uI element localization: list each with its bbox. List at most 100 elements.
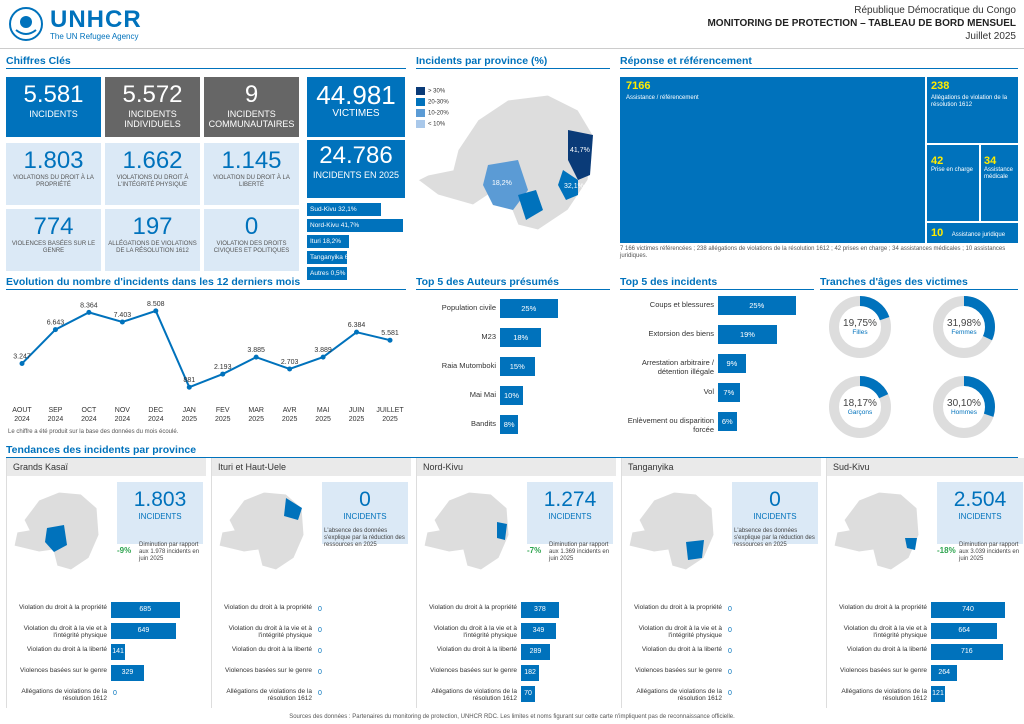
province-bar: 649 (111, 623, 176, 639)
province-zero: 0 (318, 690, 322, 697)
kpi-main-1: 5.572 INCIDENTS INDIVIDUELS (105, 77, 200, 137)
trend-point (19, 361, 25, 367)
incidents_top-bar: 6% (718, 412, 737, 431)
logo-sub: The UN Refugee Agency (50, 32, 139, 41)
tm-prise-charge: 42 Prise en charge (927, 145, 979, 221)
province-cat-label: Violation du droit à la vie et à l'intég… (23, 625, 107, 639)
auteurs-label: Mai Mai (469, 390, 496, 399)
province-cat-label: Violation du droit à la vie et à l'intég… (843, 625, 927, 639)
treemap: 7166 Assistance / référencement 238 Allé… (620, 77, 1018, 243)
kpi-incidents-2025: 24.786 INCIDENTS EN 2025 (307, 140, 405, 198)
tm-1612: 238 Allégations de violation de la résol… (927, 77, 1018, 143)
auteurs-bar: 25% (500, 299, 558, 318)
kpi-main-2: 9 INCIDENTS COMMUNAUTAIRES (204, 77, 299, 137)
trend-note: Le chiffre a été produit sur la base des… (8, 429, 179, 435)
age-pct: 19,75% (843, 318, 877, 329)
map-label: 41,7% (570, 147, 590, 154)
province-cat-label: Violation du droit à la propriété (633, 604, 722, 611)
province-zero: 0 (728, 606, 732, 613)
province-cat-label: Violation du droit à la vie et à l'intég… (228, 625, 312, 639)
map-label: 32,1% (564, 183, 584, 190)
province-card: Sud-Kivu 2.504 INCIDENTS -18% Diminution par… (826, 458, 1024, 708)
incidents_top-label: Enlèvement ou disparition forcée (627, 416, 714, 434)
province-bar: 685 (111, 602, 180, 618)
province-cat-label: Violences basées sur le genre (20, 667, 107, 674)
province-cat-label: Violences basées sur le genre (225, 667, 312, 674)
trend-point (387, 337, 393, 343)
kpi-section-title: Chiffres Clés (6, 55, 406, 69)
trend-value-label: 2.193 (214, 364, 232, 371)
incidents_top-label: Extorsion des biens (648, 329, 714, 338)
province-map (218, 491, 305, 571)
province-cat-label: Violation du droit à la vie et à l'intég… (638, 625, 722, 639)
trend-year-label: 2024 (81, 416, 97, 423)
auteurs-bar: 8% (500, 415, 519, 434)
unhcr-emblem-icon (9, 7, 43, 41)
age-pct: 30,10% (947, 398, 981, 409)
auteurs-label: Bandits (470, 419, 496, 428)
province-bar: 716 (931, 644, 1003, 660)
province-trend-text: Diminution par rapport aux 1.978 inciden… (139, 542, 200, 562)
province-cat-label: Violation du droit à la propriété (428, 604, 517, 611)
province-name: Ituri et Haut-Uele (212, 458, 411, 476)
province-bar: 121 (931, 686, 945, 702)
auteurs-label: Raia Mutomboki (441, 361, 496, 370)
province-trend: -18% (937, 546, 956, 555)
age-label: Garçons (847, 409, 873, 416)
kpi-row2-1: 1.662 VIOLATIONS DU DROIT À L'INTÉGRITÉ P… (105, 143, 200, 205)
province-name: Tanganyika (622, 458, 821, 476)
kpi-main-0: 5.581 INCIDENTS (6, 77, 101, 137)
map-legend-item: < 10% (416, 120, 476, 130)
province-trend-text: L'absence des données s'explique par la … (734, 528, 815, 548)
auteurs-bar: 15% (500, 357, 535, 376)
auteurs-bar: 18% (500, 328, 542, 347)
legend-swatch (416, 87, 425, 95)
trend-value-label: 8.508 (147, 301, 165, 308)
province-card: Ituri et Haut-Uele 0 INCIDENTS L'absence de… (211, 458, 411, 708)
incidents_top-bar: 9% (718, 354, 746, 373)
share-bar: Ituri 18,2% (307, 235, 349, 248)
province-kpi: 0 INCIDENTS (732, 482, 818, 544)
kpi-row3-0: 774 VIOLENCES BASÉES SUR LE GENRE (6, 209, 101, 271)
province-cat-label: Violation du droit à la propriété (223, 604, 312, 611)
province-trend: -7% (527, 546, 542, 555)
province-bar: 329 (111, 665, 144, 681)
trend-value-label: 3.885 (247, 347, 265, 354)
trend-year-label: 2025 (382, 416, 398, 423)
province-cat-label: Violation du droit à la propriété (18, 604, 107, 611)
trend-chart: 3.247 AOUT 2024 6.643 SEP 2024 8.364 OCT 2024 7.4… (12, 301, 404, 423)
province-cat-label: Allégations de violations de la résoluti… (226, 688, 312, 702)
age-donut (829, 296, 891, 358)
incidents_top-label: Arrestation arbitraire / détention illég… (641, 358, 714, 376)
province-bar: 182 (521, 665, 540, 681)
trend-month-label: FEV (216, 407, 230, 414)
share-bar: Autres 0,5% (307, 267, 347, 280)
province-cat-label: Violation du droit à la vie et à l'intég… (433, 625, 517, 639)
country: République Démocratique du Congo (854, 5, 1016, 16)
trend-year-label: 2024 (148, 416, 164, 423)
trend-year-label: 2025 (181, 416, 197, 423)
province-zero: 0 (318, 606, 322, 613)
province-card: Nord-Kivu 1.274 INCIDENTS -7% Diminution par… (416, 458, 616, 708)
trend-year-label: 2025 (215, 416, 231, 423)
province-bar: 289 (521, 644, 550, 660)
province-zero: 0 (113, 690, 117, 697)
trend-point (186, 384, 192, 390)
trend-year-label: 2025 (282, 416, 298, 423)
trend-point (86, 309, 92, 315)
province-bar: 378 (521, 602, 559, 618)
auteurs-label: M23 (481, 332, 496, 341)
tm-juridique: 10 Assistance juridique (927, 223, 1018, 243)
province-cat-label: Violation du droit à la liberté (846, 646, 927, 653)
province-name: Nord-Kivu (417, 458, 616, 476)
province-name: Sud-Kivu (827, 458, 1024, 476)
legend-swatch (416, 109, 425, 117)
incidents_top-bar: 19% (718, 325, 777, 344)
age-label: Hommes (950, 409, 977, 416)
auteurs-title: Top 5 des Auteurs présumés (416, 276, 610, 290)
province-cat-label: Violation du droit à la liberté (26, 646, 107, 653)
auteurs-bar: 10% (500, 386, 523, 405)
kpi-row2-2: 1.145 VIOLATION DU DROIT À LA LIBERTÉ (204, 143, 299, 205)
map-legend-item: 10-20% (416, 109, 476, 119)
province-bar: 264 (931, 665, 958, 681)
